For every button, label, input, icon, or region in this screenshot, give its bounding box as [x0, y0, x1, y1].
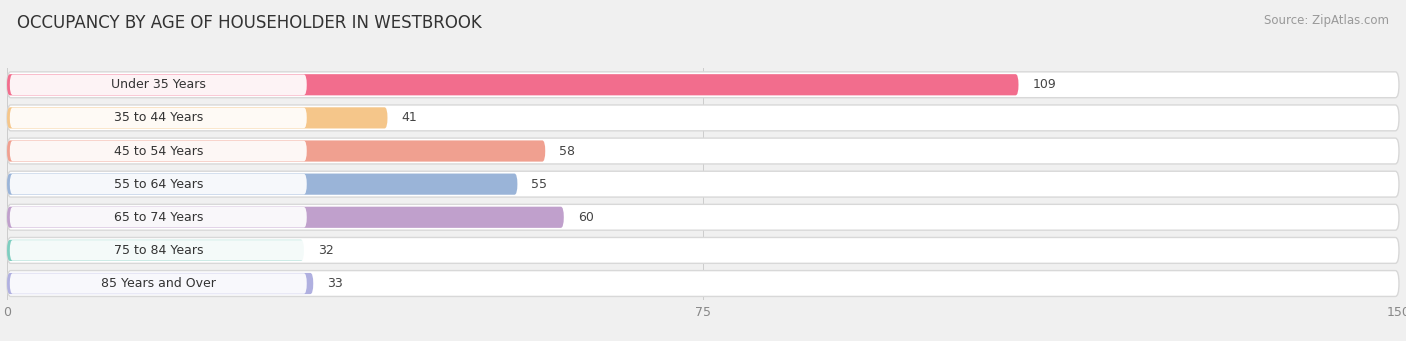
FancyBboxPatch shape [7, 237, 1399, 263]
Text: 33: 33 [328, 277, 343, 290]
Text: Under 35 Years: Under 35 Years [111, 78, 205, 91]
Text: 41: 41 [402, 112, 418, 124]
Text: OCCUPANCY BY AGE OF HOUSEHOLDER IN WESTBROOK: OCCUPANCY BY AGE OF HOUSEHOLDER IN WESTB… [17, 14, 482, 32]
Text: 58: 58 [560, 145, 575, 158]
Text: 32: 32 [318, 244, 333, 257]
FancyBboxPatch shape [10, 174, 307, 194]
FancyBboxPatch shape [7, 240, 304, 261]
Text: 55: 55 [531, 178, 547, 191]
FancyBboxPatch shape [7, 171, 1399, 197]
FancyBboxPatch shape [7, 140, 546, 162]
FancyBboxPatch shape [7, 271, 1399, 296]
FancyBboxPatch shape [7, 74, 1018, 95]
FancyBboxPatch shape [10, 74, 307, 95]
Text: 109: 109 [1032, 78, 1056, 91]
FancyBboxPatch shape [7, 273, 314, 294]
Text: 65 to 74 Years: 65 to 74 Years [114, 211, 202, 224]
FancyBboxPatch shape [10, 207, 307, 227]
Text: 60: 60 [578, 211, 593, 224]
FancyBboxPatch shape [10, 273, 307, 294]
FancyBboxPatch shape [7, 138, 1399, 164]
Text: 75 to 84 Years: 75 to 84 Years [114, 244, 202, 257]
FancyBboxPatch shape [7, 107, 388, 129]
Text: 35 to 44 Years: 35 to 44 Years [114, 112, 202, 124]
FancyBboxPatch shape [10, 141, 307, 161]
FancyBboxPatch shape [7, 72, 1399, 98]
FancyBboxPatch shape [10, 240, 307, 261]
FancyBboxPatch shape [7, 207, 564, 228]
Text: 45 to 54 Years: 45 to 54 Years [114, 145, 202, 158]
FancyBboxPatch shape [10, 108, 307, 128]
Text: 85 Years and Over: 85 Years and Over [101, 277, 215, 290]
Text: 55 to 64 Years: 55 to 64 Years [114, 178, 202, 191]
FancyBboxPatch shape [7, 174, 517, 195]
Text: Source: ZipAtlas.com: Source: ZipAtlas.com [1264, 14, 1389, 27]
FancyBboxPatch shape [7, 204, 1399, 230]
FancyBboxPatch shape [7, 105, 1399, 131]
